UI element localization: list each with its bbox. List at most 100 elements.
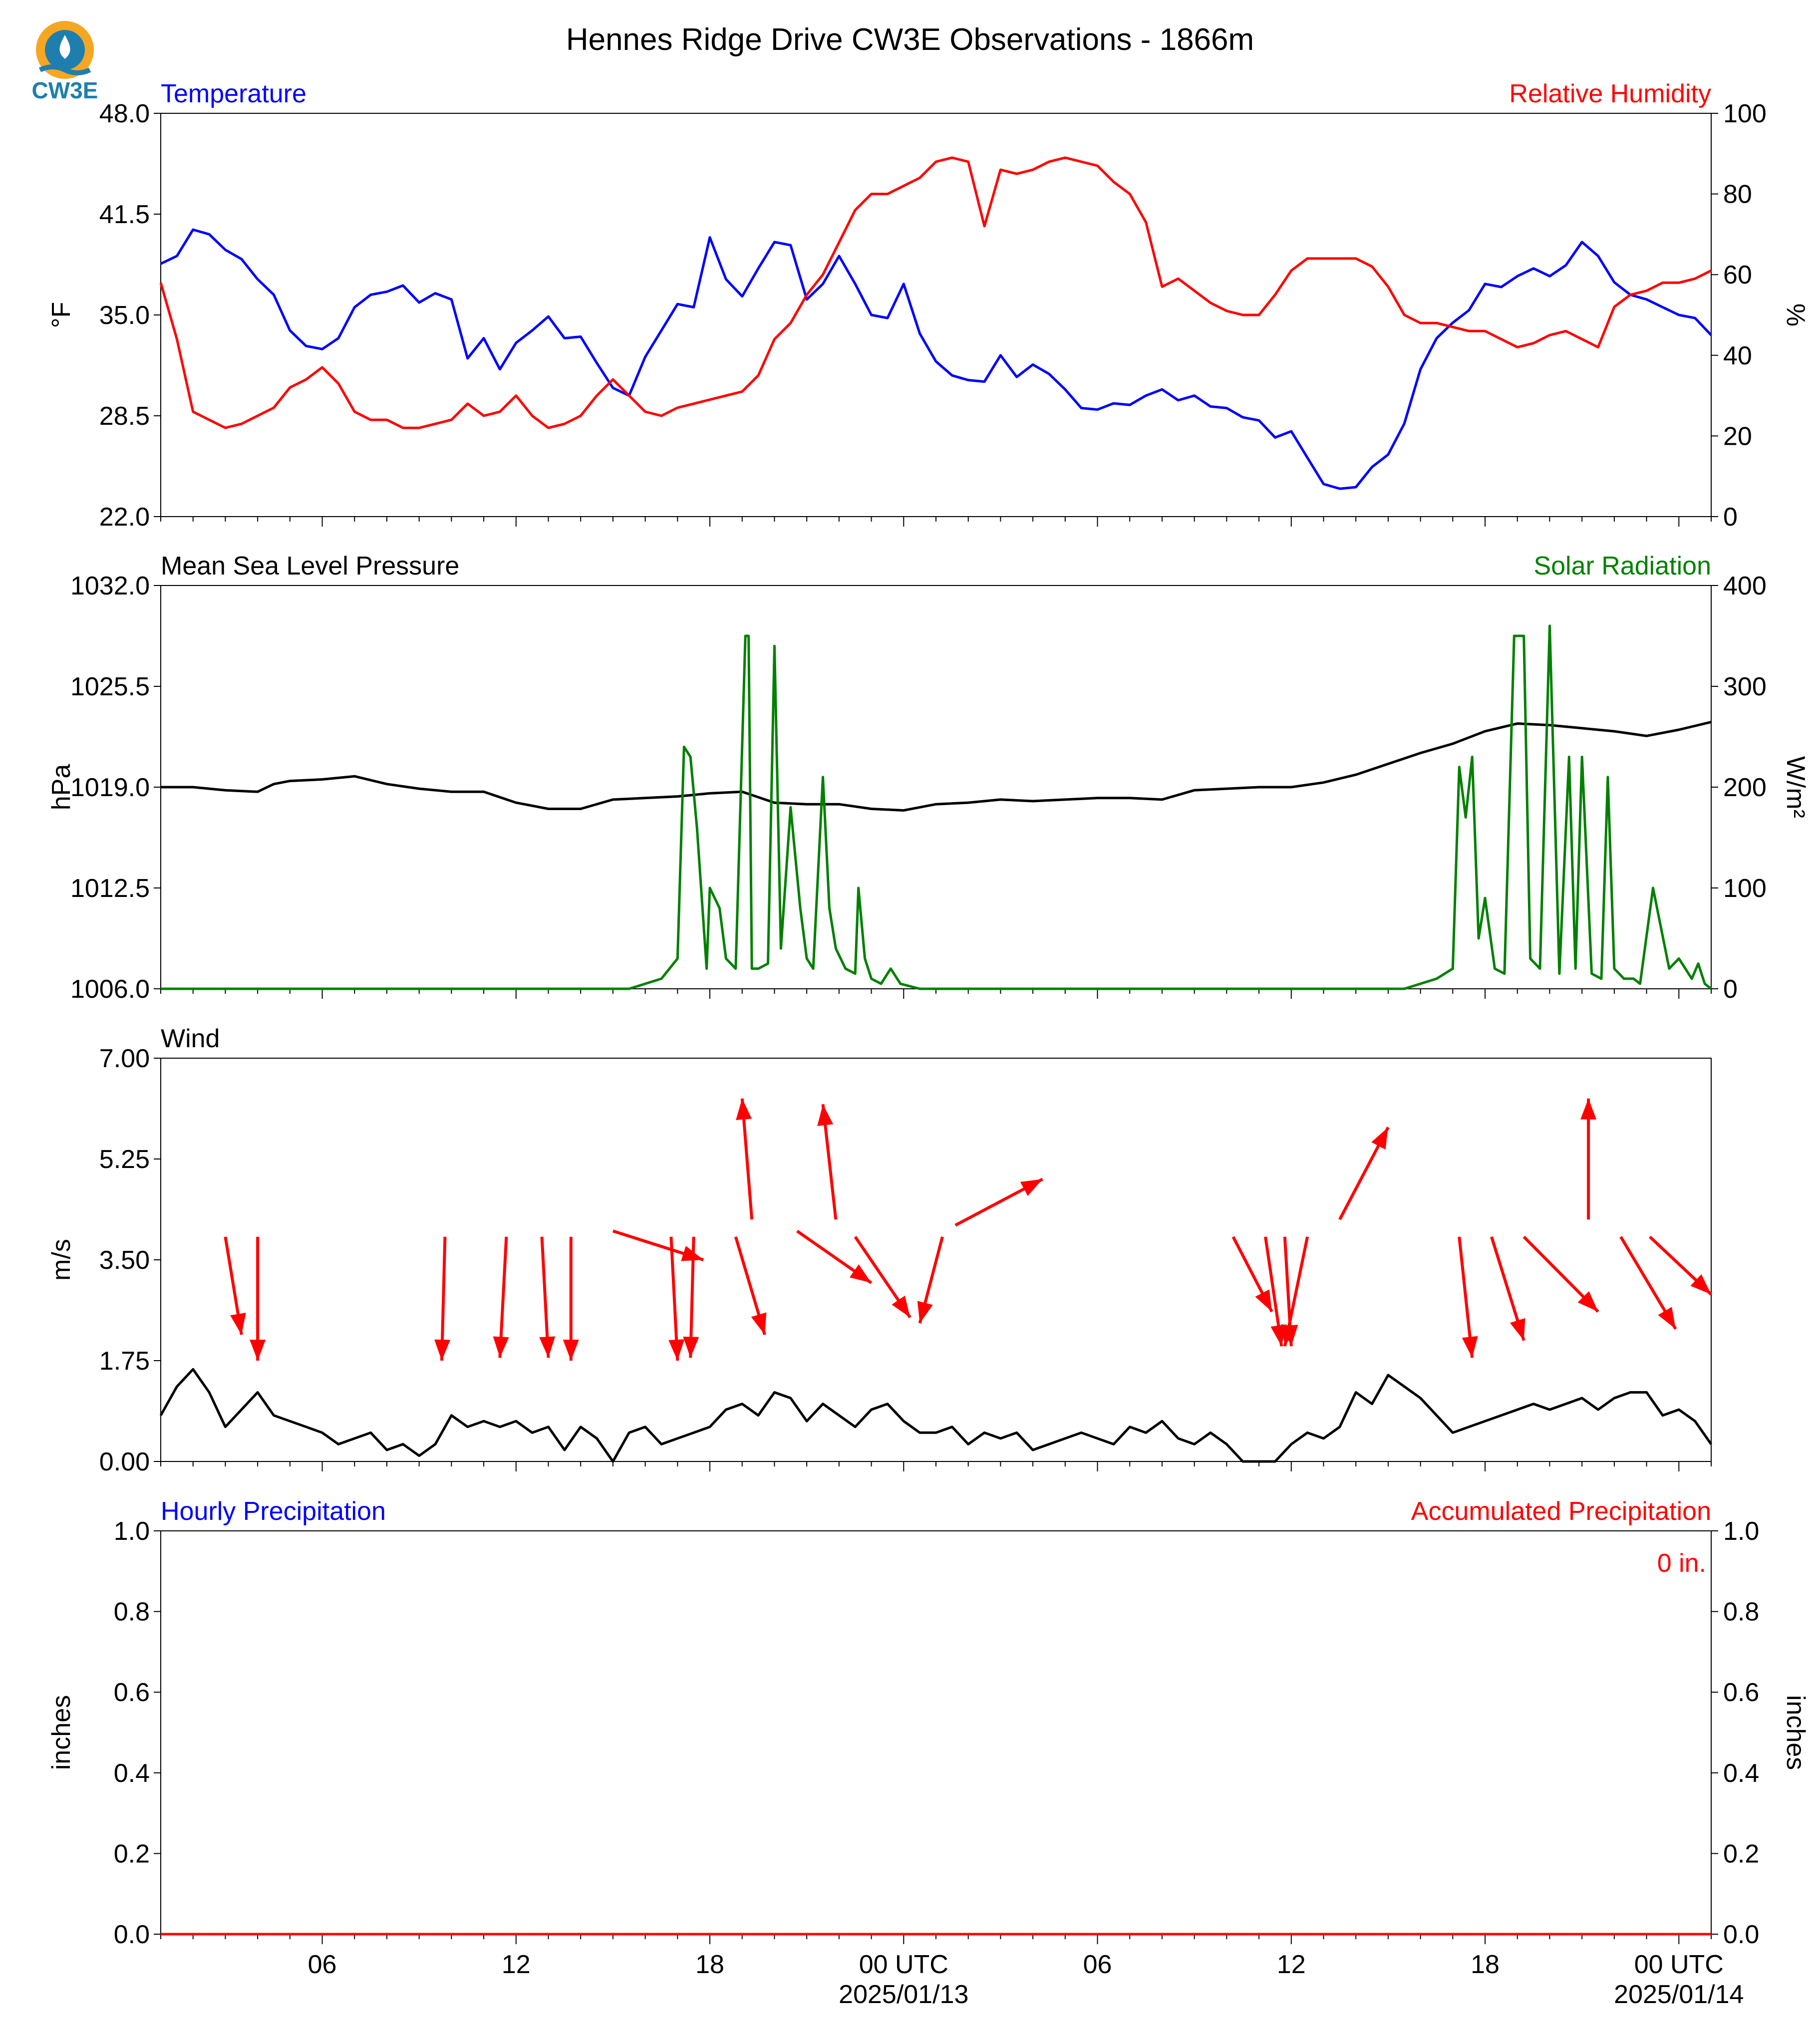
y-axis-label-left: hPa (47, 764, 76, 811)
y-tick-label-right: 100 (1723, 874, 1767, 903)
wind-arrow (1580, 1098, 1597, 1220)
wind-arrow-head (539, 1336, 556, 1358)
wind-arrow (493, 1236, 509, 1358)
y-tick-label-right: 0.2 (1723, 1839, 1759, 1868)
wind-arrow (1338, 1127, 1390, 1220)
x-tick-label: 00 UTC (859, 1950, 948, 1979)
wind-arrow-head (434, 1339, 451, 1361)
y-tick-label-left: 48.0 (99, 99, 150, 128)
series-line-wind (159, 1368, 1713, 1463)
wind-arrow-head (1020, 1179, 1043, 1196)
wind-direction-arrows (224, 1098, 1713, 1361)
wind-arrow-head (230, 1313, 246, 1335)
y-tick-label-left: 1.75 (99, 1347, 150, 1376)
accumulated-total-label: 0 in. (1657, 1549, 1706, 1578)
y-tick-label-left: 1032.0 (70, 572, 150, 600)
y-axis-label-left: inches (47, 1695, 76, 1770)
wind-arrow-head (493, 1336, 509, 1358)
y-tick-label-right: 60 (1723, 261, 1752, 290)
y-tick-label-left: 0.4 (114, 1759, 150, 1788)
y-tick-label-left: 0.6 (114, 1678, 150, 1707)
panel-wind: 7.00 5.25 3.50 1.75 0.00 Wind m/s (47, 1024, 1713, 1476)
wind-arrow (668, 1236, 685, 1361)
x-tick-label: 06 (1083, 1950, 1112, 1979)
panel-title-left: Wind (161, 1024, 220, 1053)
x-tick-label: 12 (502, 1950, 531, 1979)
series-line-mean-sea-level-pressure (161, 721, 1712, 812)
wind-arrow-head (250, 1340, 266, 1361)
cw3e-logo: CW3E (32, 21, 98, 103)
panel-title-left: Temperature (161, 79, 306, 108)
y-axis-label-left: m/s (47, 1239, 76, 1281)
page-title: Hennes Ridge Drive CW3E Observations - 1… (566, 22, 1254, 57)
wind-arrow-head (563, 1340, 579, 1361)
x-tick-date-label: 2025/01/14 (1614, 1980, 1744, 2009)
y-tick-label-left: 1.0 (114, 1517, 150, 1546)
wind-arrow-head (1658, 1307, 1676, 1329)
wind-arrow-head (1580, 1098, 1597, 1120)
y-tick-label-left: 0.0 (114, 1920, 150, 1949)
y-tick-label-right: 0.0 (1723, 1920, 1759, 1949)
wind-arrow-head (1255, 1289, 1272, 1312)
wind-arrow (796, 1229, 873, 1284)
wind-arrow (1231, 1236, 1273, 1313)
y-tick-label-right: 0 (1723, 975, 1738, 1004)
panel-title-right: Solar Radiation (1533, 552, 1711, 580)
panel-title-right: Relative Humidity (1509, 79, 1711, 108)
y-tick-label-right: 1.0 (1723, 1517, 1759, 1546)
wind-arrow-head (668, 1339, 685, 1361)
x-tick-label: 12 (1277, 1950, 1306, 1979)
panel-title-right: Accumulated Precipitation (1411, 1497, 1711, 1526)
wind-arrow (224, 1236, 246, 1335)
wind-arrow (1458, 1236, 1478, 1358)
wind-arrow-head (1577, 1291, 1598, 1312)
wind-arrow-head (917, 1301, 933, 1323)
panel-temperature-humidity: 48.0 41.5 35.0 28.5 22.0 100 80 60 40 20 0 Temperat… (47, 79, 1810, 532)
y-tick-label-left: 5.25 (99, 1145, 150, 1174)
y-tick-label-left: 28.5 (99, 402, 150, 431)
y-tick-label-left: 0.8 (114, 1598, 150, 1627)
wind-arrow-head (751, 1312, 767, 1335)
y-tick-label-left: 7.00 (99, 1044, 150, 1073)
wind-arrow-head (1462, 1336, 1478, 1358)
logo-wave-icon (38, 64, 91, 75)
y-tick-label-left: 41.5 (99, 200, 150, 229)
y-axis-label-right: W/m² (1781, 756, 1810, 818)
series-line-solar-radiation (161, 624, 1712, 990)
panel-precipitation: 1.0 0.8 0.6 0.4 0.2 0.0 1.0 0.8 0.6 0.4 0.2 0.0 Hour… (47, 1497, 1810, 2009)
wind-arrow-head (1281, 1324, 1297, 1347)
y-tick-label-left: 1012.5 (70, 874, 150, 903)
wind-arrow-head (849, 1264, 872, 1283)
wind-arrow (1649, 1235, 1713, 1296)
y-tick-label-left: 35.0 (99, 301, 150, 330)
y-tick-label-right: 80 (1723, 180, 1752, 209)
wind-arrow-head (817, 1104, 834, 1126)
wind-arrow-head (892, 1295, 910, 1318)
wind-arrow (854, 1236, 911, 1319)
y-tick-label-left: 1006.0 (70, 975, 150, 1004)
wind-arrow (736, 1098, 754, 1220)
wind-arrow (250, 1236, 266, 1361)
wind-arrow (1490, 1236, 1525, 1341)
y-tick-label-left: 1019.0 (70, 773, 150, 802)
wind-arrow-head (1690, 1274, 1711, 1295)
y-tick-label-right: 0.4 (1723, 1759, 1759, 1788)
logo-drop-icon (59, 35, 70, 59)
wind-arrow-head (1510, 1318, 1525, 1341)
panel-title-left: Mean Sea Level Pressure (161, 552, 459, 580)
y-tick-label-left: 22.0 (99, 503, 150, 532)
wind-arrow (434, 1236, 451, 1361)
wind-arrow (612, 1229, 704, 1261)
wind-arrow (734, 1236, 767, 1335)
x-tick-label: 18 (695, 1950, 724, 1979)
wind-arrow (1522, 1235, 1599, 1313)
y-tick-label-right: 400 (1723, 572, 1767, 600)
wind-arrow (954, 1177, 1043, 1227)
x-tick-label: 06 (308, 1950, 337, 1979)
series-line-relative-humidity (159, 156, 1712, 429)
wind-arrow (539, 1236, 556, 1358)
y-tick-label-right: 300 (1723, 672, 1767, 701)
y-tick-label-right: 20 (1723, 422, 1752, 451)
panel-title-left: Hourly Precipitation (161, 1497, 386, 1526)
